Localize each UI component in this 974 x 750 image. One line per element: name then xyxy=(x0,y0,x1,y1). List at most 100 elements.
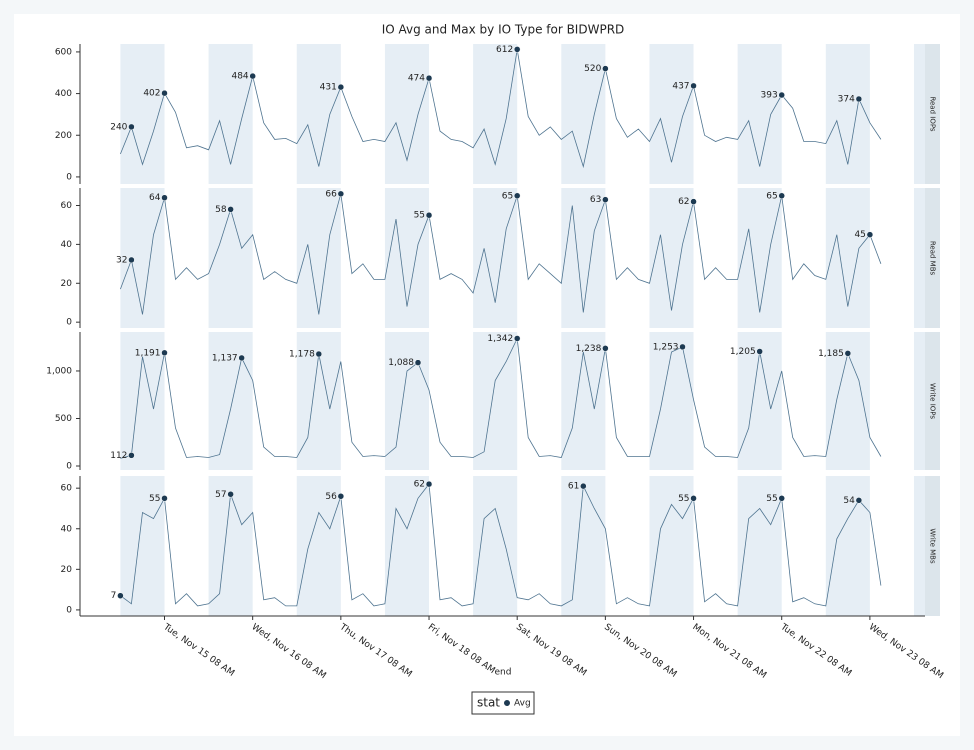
legend-title: stat xyxy=(477,696,500,710)
night-band xyxy=(120,188,165,328)
peak-marker xyxy=(227,491,234,498)
peak-marker xyxy=(756,348,763,355)
peak-label: 58 xyxy=(215,205,227,215)
peak-marker xyxy=(513,192,521,200)
y-tick-label: 200 xyxy=(55,131,72,141)
peak-marker xyxy=(227,206,234,213)
peak-label: 62 xyxy=(414,480,425,490)
data-line xyxy=(120,337,882,459)
peak-marker xyxy=(602,65,609,72)
peak-label: 1,253 xyxy=(653,342,679,352)
x-axis-title: end xyxy=(495,668,512,678)
peak-marker xyxy=(414,359,422,366)
peak-label: 437 xyxy=(672,81,689,91)
peak-marker xyxy=(337,493,345,500)
y-tick-label: 0 xyxy=(66,172,72,182)
night-band xyxy=(561,476,606,616)
night-band xyxy=(208,44,253,184)
peak-label: 1,191 xyxy=(135,348,161,358)
peak-label: 64 xyxy=(149,193,161,203)
peak-label: 1,137 xyxy=(212,353,238,363)
night-band xyxy=(296,44,341,184)
peak-label: 1,342 xyxy=(487,334,513,344)
peak-label: 65 xyxy=(766,191,777,201)
peak-label: 1,205 xyxy=(730,347,756,357)
peak-marker xyxy=(690,495,697,502)
peak-label: 112 xyxy=(110,451,127,461)
peak-label: 393 xyxy=(761,91,778,101)
peak-marker xyxy=(337,83,345,91)
peak-marker xyxy=(117,592,124,599)
strip xyxy=(925,476,940,616)
strip-label: Read IOPs xyxy=(929,96,937,131)
peak-label: 54 xyxy=(843,496,855,506)
night-band xyxy=(561,188,606,328)
night-band xyxy=(208,332,253,470)
peak-label: 55 xyxy=(414,211,425,221)
y-tick-label: 40 xyxy=(61,524,73,534)
night-band xyxy=(825,44,870,184)
y-tick-label: 20 xyxy=(61,279,73,289)
peak-marker xyxy=(425,480,433,488)
night-band xyxy=(384,44,430,184)
strip xyxy=(925,44,940,184)
peak-marker xyxy=(161,495,168,502)
peak-marker xyxy=(844,350,852,357)
peak-label: 240 xyxy=(110,122,127,132)
peak-label: 55 xyxy=(149,494,160,504)
peak-label: 63 xyxy=(590,195,601,205)
night-band xyxy=(561,332,606,470)
peak-label: 7 xyxy=(111,591,117,601)
strip xyxy=(925,332,940,470)
legend xyxy=(471,691,535,715)
peak-marker xyxy=(866,231,874,238)
peak-marker xyxy=(425,74,433,82)
peak-marker xyxy=(602,196,609,203)
peak-marker xyxy=(128,256,135,264)
peak-marker xyxy=(513,335,521,342)
peak-label: 55 xyxy=(766,494,777,504)
peak-label: 520 xyxy=(584,64,601,74)
night-band xyxy=(296,476,341,616)
y-tick-label: 400 xyxy=(55,89,72,99)
night-band xyxy=(561,44,606,184)
night-band xyxy=(473,476,518,616)
y-tick-label: 60 xyxy=(61,484,73,494)
legend-label: Avg xyxy=(514,699,531,709)
peak-marker xyxy=(690,198,697,205)
night-band xyxy=(473,188,518,328)
night-band xyxy=(737,332,782,470)
peak-label: 57 xyxy=(215,490,226,500)
night-band xyxy=(649,332,694,470)
peak-marker xyxy=(337,190,345,198)
peak-label: 45 xyxy=(854,230,865,240)
peak-label: 55 xyxy=(678,494,689,504)
peak-label: 61 xyxy=(568,482,579,492)
peak-marker xyxy=(690,82,697,90)
night-band xyxy=(384,332,430,470)
peak-marker xyxy=(128,123,135,131)
y-tick-label: 60 xyxy=(61,201,73,211)
y-tick-label: 500 xyxy=(55,414,72,424)
night-band xyxy=(120,332,165,470)
y-tick-label: 0 xyxy=(66,462,72,472)
night-band xyxy=(913,44,925,184)
night-band xyxy=(825,476,870,616)
night-band xyxy=(120,44,165,184)
night-band xyxy=(913,332,925,470)
peak-marker xyxy=(778,192,785,200)
peak-marker xyxy=(855,497,863,504)
data-line xyxy=(120,483,882,607)
night-band xyxy=(384,188,430,328)
night-band xyxy=(649,476,694,616)
peak-marker xyxy=(513,46,521,53)
peak-label: 374 xyxy=(838,95,855,105)
peak-label: 484 xyxy=(231,72,248,82)
peak-marker xyxy=(161,194,168,201)
y-tick-label: 1,000 xyxy=(46,366,72,376)
peak-label: 1,178 xyxy=(289,350,315,360)
y-tick-label: 0 xyxy=(66,318,72,328)
legend-marker xyxy=(504,700,510,706)
night-band xyxy=(473,332,518,470)
data-line xyxy=(120,49,882,169)
